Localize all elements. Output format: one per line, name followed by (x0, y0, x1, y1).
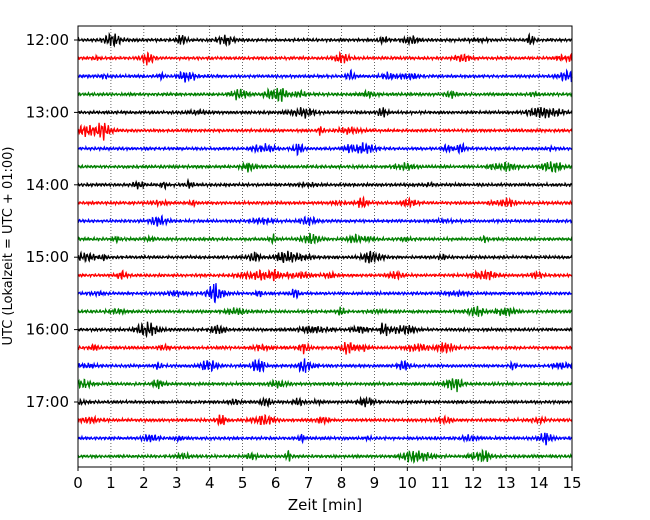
x-tick-label: 2 (139, 474, 149, 492)
x-tick-label: 0 (73, 474, 83, 492)
plot-frame (77, 25, 573, 468)
trace-line (77, 214, 573, 227)
trace-line (77, 250, 573, 264)
trace-line (77, 50, 573, 66)
seismic-traces (77, 31, 573, 464)
trace-line (77, 432, 573, 446)
trace-line (77, 305, 573, 318)
x-tick-label: 15 (562, 474, 581, 492)
x-tick-label: 9 (370, 474, 380, 492)
x-tick-label: 4 (205, 474, 215, 492)
trace-line (77, 68, 573, 83)
y-tick-label: 14:00 (26, 176, 69, 194)
x-tick-label: 8 (337, 474, 347, 492)
x-axis-label: Zeit [min] (288, 496, 362, 514)
trace-line (77, 161, 573, 174)
trace-line (77, 268, 573, 282)
x-tick-label: 10 (398, 474, 417, 492)
y-tick-label: 16:00 (26, 321, 69, 339)
y-tick-label: 13:00 (26, 103, 69, 121)
trace-line (77, 341, 573, 355)
trace-line (77, 283, 573, 304)
trace-line (77, 378, 573, 393)
trace-line (77, 87, 573, 103)
trace-line (77, 195, 573, 209)
x-axis-ticks: 0 1 2 3 4 5 6 7 8 9 10 11 12 13 14 15 (73, 467, 582, 492)
trace-line (77, 31, 573, 48)
trace-line (77, 141, 573, 157)
trace-line (77, 177, 573, 191)
trace-line (77, 448, 573, 464)
x-tick-label: 11 (431, 474, 450, 492)
y-tick-label: 15:00 (26, 248, 69, 266)
x-tick-label: 14 (530, 474, 549, 492)
y-axis-ticks: 12:00 13:00 14:00 15:00 16:00 17:00 (26, 31, 78, 411)
x-tick-label: 6 (271, 474, 281, 492)
y-axis-label: UTC (Lokalzeit = UTC + 01:00) (1, 147, 16, 346)
trace-line (77, 122, 573, 141)
x-tick-label: 12 (464, 474, 483, 492)
trace-line (77, 395, 573, 409)
trace-line (77, 414, 573, 427)
y-tick-label: 12:00 (26, 31, 69, 49)
trace-line (77, 232, 573, 246)
trace-line (77, 321, 573, 339)
x-tick-label: 3 (172, 474, 182, 492)
y-tick-label: 17:00 (26, 393, 69, 411)
x-tick-label: 5 (238, 474, 248, 492)
x-tick-label: 13 (497, 474, 516, 492)
trace-line (77, 106, 573, 119)
x-tick-label: 1 (106, 474, 116, 492)
trace-line (77, 357, 573, 373)
x-tick-label: 7 (304, 474, 314, 492)
